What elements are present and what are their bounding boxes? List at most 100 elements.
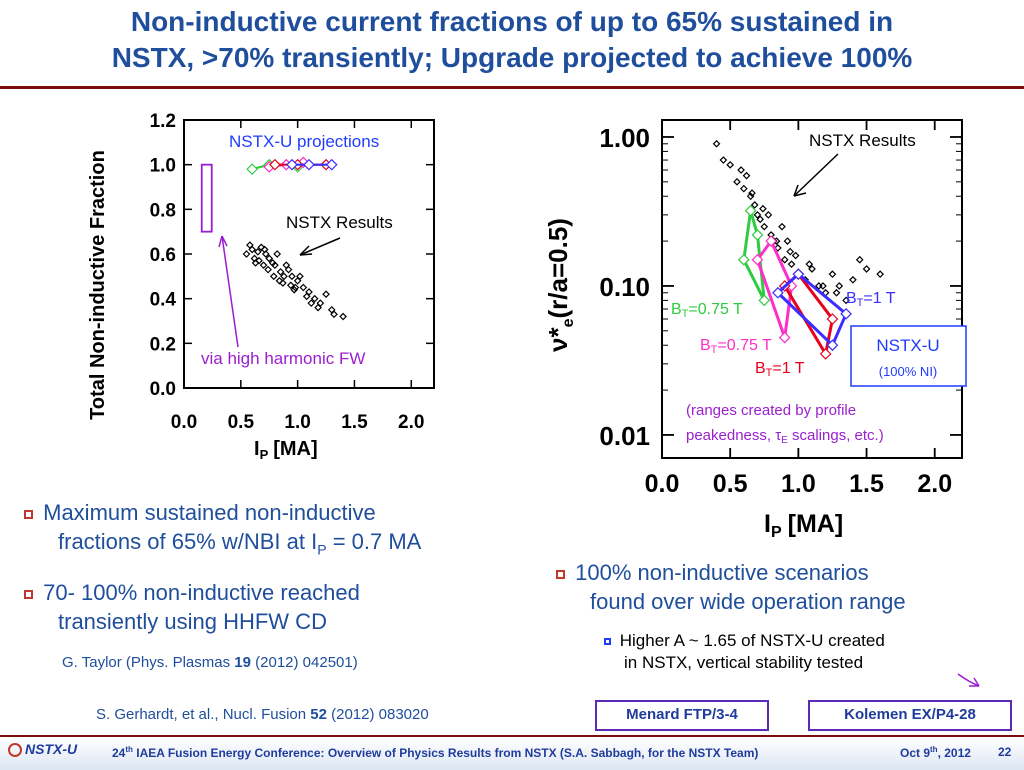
operating-range-point <box>826 339 839 352</box>
nstx-data-point <box>265 254 274 263</box>
nstx-data-point <box>299 283 308 292</box>
title-divider <box>0 86 1024 89</box>
nstx-data-point <box>819 282 827 290</box>
title-line-1: Non-inductive current fractions of up to… <box>130 6 894 37</box>
right-xlabel: IP [MA] <box>764 510 843 541</box>
bullet-square-icon <box>556 569 565 579</box>
right-xtick-label: 1.5 <box>849 470 884 498</box>
nstxu-box-sub: (100% NI) <box>879 364 938 379</box>
nstx-data-point <box>275 276 284 285</box>
nstx-data-point <box>322 290 330 299</box>
label-bt-red: BT=1 T <box>755 360 805 379</box>
nstx-data-point <box>276 268 285 276</box>
left-annot-hhfw: via high harmonic FW <box>201 349 365 368</box>
nstx-data-point <box>828 270 837 279</box>
right-ytick-label: 0.01 <box>599 421 650 451</box>
label-bt-magenta: BT=0.75 T <box>700 337 772 356</box>
operating-range-point <box>737 253 750 266</box>
right-xtick-label: 0.0 <box>645 470 680 498</box>
right-results-arrowhead <box>793 184 807 197</box>
hhfw-range-box <box>200 163 213 233</box>
bullet-3: 100% non-inductive scenarios found over … <box>556 558 1021 616</box>
nstx-data-point <box>739 184 748 193</box>
right-ylabel: ν*e(r/a=0.5) <box>543 218 578 352</box>
operating-range-point <box>819 348 832 360</box>
operating-range-point <box>744 204 757 217</box>
nstx-data-point <box>279 279 287 287</box>
nstx-data-point <box>255 256 263 265</box>
nstx-data-point <box>264 265 272 274</box>
nstx-data-point <box>251 259 260 267</box>
left-annot-projections: NSTX-U projections <box>229 132 379 151</box>
left-ytick-label: 0.8 <box>150 200 176 221</box>
bullet-1-line-2: fractions of 65% w/NBI at IP = 0.7 MA <box>58 529 422 558</box>
right-chart-axes: 1.00 0.10 0.01 0.0 0.5 1.0 1.5 2.0 <box>599 119 963 498</box>
projection-point <box>303 158 315 171</box>
nstx-data-point <box>750 201 759 209</box>
nstx-data-point <box>246 241 254 249</box>
left-chart: 0.0 0.2 0.4 0.6 0.8 1.0 1.2 0.0 0.5 1.0 1.5 2.0 NST… <box>150 111 435 462</box>
operating-range-point <box>765 235 777 247</box>
right-xtick-label: 2.0 <box>917 470 952 498</box>
left-results-arrowhead <box>299 245 313 256</box>
logo-ring-icon <box>8 743 22 758</box>
bullet-1: Maximum sustained non-inductive fraction… <box>24 498 544 564</box>
sub-bullet-line-2: in NSTX, vertical stability tested <box>624 653 864 672</box>
right-chart-points <box>712 139 885 360</box>
right-chart: 1.00 0.10 0.01 0.0 0.5 1.0 1.5 2.0 NSTX Results… <box>599 119 967 541</box>
right-ytick-label: 0.10 <box>599 272 650 302</box>
bullet-3-line-2: found over wide operation range <box>590 589 906 614</box>
nstx-data-point <box>284 265 293 274</box>
left-ytick-label: 0.0 <box>150 379 176 400</box>
nstx-data-point <box>314 303 322 312</box>
nstx-data-point <box>290 285 299 294</box>
nstx-data-point <box>842 296 850 305</box>
nstx-data-point <box>310 294 319 303</box>
left-annot-results: NSTX Results <box>286 213 393 232</box>
nstx-data-point <box>876 270 885 279</box>
bullet-square-icon <box>24 589 33 599</box>
nstx-data-point <box>764 211 773 219</box>
right-results-arrow <box>793 153 839 197</box>
left-ytick-label: 0.4 <box>150 290 177 311</box>
sub-bullet-icon <box>604 638 611 646</box>
left-ytick-label: 1.2 <box>150 111 176 132</box>
operating-range-point <box>840 307 852 320</box>
left-ytick-label: 1.0 <box>150 156 176 177</box>
left-results-arrow <box>299 237 341 256</box>
nstx-data-point <box>760 222 769 231</box>
nstx-data-point <box>260 245 269 254</box>
footer-bar <box>0 735 1024 770</box>
nstx-data-point <box>787 260 796 269</box>
nstx-data-point <box>742 171 751 180</box>
bullet-3-line-1: 100% non-inductive scenarios <box>575 560 869 585</box>
title-line-2: NSTX, >70% transiently; Upgrade projecte… <box>111 42 913 73</box>
nstx-data-point <box>748 189 756 197</box>
nstx-data-point <box>712 139 721 148</box>
nstx-data-point <box>835 282 844 290</box>
bullet-2-line-1: 70- 100% non-inductive reached <box>43 580 360 605</box>
operating-range-point <box>772 286 784 299</box>
operating-range-point <box>792 268 805 281</box>
nstx-data-point <box>286 281 295 290</box>
nstx-data-point <box>302 292 311 301</box>
nstx-data-point <box>257 243 266 252</box>
nstx-data-point <box>832 288 841 297</box>
tag-menard: Menard FTP/3-4 <box>595 700 769 731</box>
left-ylabel: Total Non-inductive Fraction <box>87 150 109 420</box>
left-xtick-label: 0.5 <box>228 412 255 433</box>
nstx-data-point <box>786 247 795 256</box>
nstxu-box-title: NSTX-U <box>876 336 939 355</box>
left-ytick-label: 0.2 <box>150 334 176 355</box>
footer-date: Oct 9th, 2012 <box>900 745 971 760</box>
nstx-data-point <box>759 204 767 213</box>
left-chart-axes: 0.0 0.2 0.4 0.6 0.8 1.0 1.2 0.0 0.5 1.0 1.5 2.0 <box>150 111 435 433</box>
operating-range-point <box>826 313 839 325</box>
sub-bullet-line-1: Higher A ~ 1.65 of NSTX-U created <box>619 631 885 650</box>
nstx-data-point <box>719 156 728 164</box>
bullet-1-line-1: Maximum sustained non-inductive <box>43 500 376 525</box>
right-plot-frame <box>661 119 963 459</box>
reference-taylor: G. Taylor (Phys. Plasmas 19 (2012) 04250… <box>62 654 358 671</box>
nstxu-box <box>850 325 967 387</box>
right-ytick-label: 1.00 <box>599 123 650 153</box>
